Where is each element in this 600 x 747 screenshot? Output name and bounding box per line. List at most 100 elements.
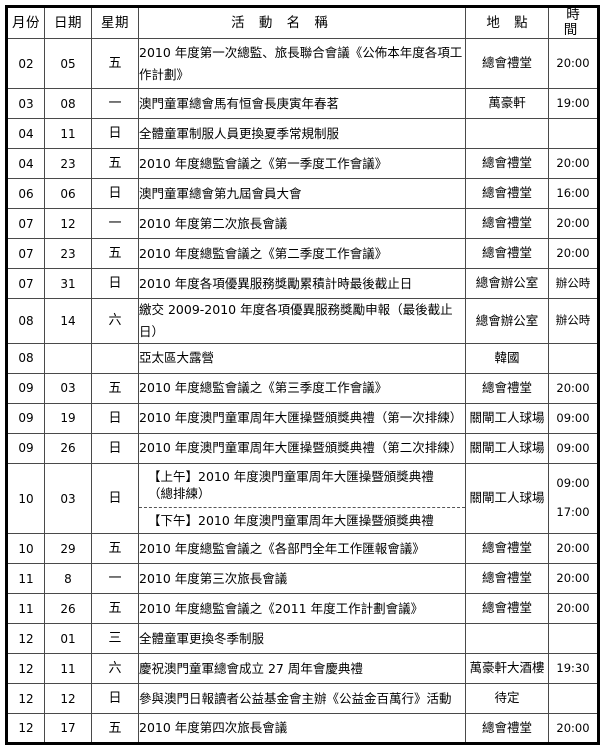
cell-date: 12 xyxy=(44,683,92,715)
cell-time: 09:00 17:00 xyxy=(548,462,599,535)
cell-time: 20:00 xyxy=(548,208,599,239)
cell-date xyxy=(44,342,92,374)
cell-date: 12 xyxy=(44,208,92,239)
activity-split-wrapper: 【上午】2010 年度澳門童軍周年大匯操暨頒獎典禮（總排練） 【下午】2010 年… xyxy=(139,464,465,534)
cell-month: 10 xyxy=(6,462,45,535)
cell-month: 09 xyxy=(6,372,45,404)
cell-location: 關閘工人球場 xyxy=(465,432,549,464)
table-row: 12 01 三全體童軍更換冬季制服 xyxy=(6,623,599,655)
column-header-date: 日期 xyxy=(44,6,92,39)
header-row: 月份 日期 星期 活 動 名 稱 地 點 時 間 xyxy=(6,6,599,39)
table-row: 10 29 五 2010 年度總監會議之《各部門全年工作匯報會議》 總會禮堂 20:00 xyxy=(6,533,599,565)
cell-date: 23 xyxy=(44,148,92,179)
cell-weekday: 日 xyxy=(91,462,139,535)
cell-month: 04 xyxy=(6,148,45,179)
table-row: 07 23 五 2010 年度總監會議之《第二季度工作會議》 總會禮堂 20:00 xyxy=(6,238,599,269)
cell-location: 總會禮堂 xyxy=(465,563,549,595)
cell-activity-name: 繳交 2009-2010 年度各項優異服務獎勵申報（最後截止日） xyxy=(138,298,466,344)
cell-weekday: 一 xyxy=(91,88,139,119)
cell-time: 20:00 xyxy=(548,563,599,595)
cell-activity-name: 全體童軍制服人員更換夏季常規制服 xyxy=(138,118,466,149)
cell-weekday: 六 xyxy=(91,653,139,685)
cell-time: 20:00 xyxy=(548,593,599,625)
cell-location: 韓國 xyxy=(465,342,549,374)
cell-weekday: 日 xyxy=(91,118,139,149)
cell-date: 06 xyxy=(44,178,92,209)
table-row: 09 03 五 2010 年度總監會議之《第三季度工作會議》 總會禮堂 20:00 xyxy=(6,372,599,404)
cell-month: 03 xyxy=(6,88,45,119)
cell-month: 09 xyxy=(6,402,45,434)
cell-location xyxy=(465,623,549,655)
cell-activity-name: 2010 年度澳門童軍周年大匯操暨頒獎典禮（第二次排練） xyxy=(138,432,466,464)
cell-activity-name: 2010 年度總監會議之《第三季度工作會議》 xyxy=(138,372,466,404)
cell-month: 12 xyxy=(6,713,45,745)
cell-date: 29 xyxy=(44,533,92,565)
cell-activity-name: 2010 年度第二次旅長會議 xyxy=(138,208,466,239)
cell-month: 12 xyxy=(6,683,45,715)
cell-date: 26 xyxy=(44,593,92,625)
cell-date: 01 xyxy=(44,623,92,655)
table-row: 08 14 六繳交 2009-2010 年度各項優異服務獎勵申報（最後截止日） 總會辦… xyxy=(6,298,599,344)
table-row: 04 11 日全體童軍制服人員更換夏季常規制服 xyxy=(6,118,599,149)
cell-time: 19:30 xyxy=(548,653,599,685)
table-row: 04 23 五 2010 年度總監會議之《第一季度工作會議》 總會禮堂 20:00 xyxy=(6,148,599,179)
cell-location: 總會禮堂 xyxy=(465,713,549,745)
cell-activity-name: 澳門童軍總會馬有恒會長庚寅年春茗 xyxy=(138,88,466,119)
table-row: 12 11 六慶祝澳門童軍總會成立 27 周年會慶典禮 萬豪軒大酒樓 19:30 xyxy=(6,653,599,685)
cell-month: 11 xyxy=(6,593,45,625)
cell-month: 07 xyxy=(6,208,45,239)
table-row: 07 12 一 2010 年度第二次旅長會議 總會禮堂 20:00 xyxy=(6,208,599,239)
cell-activity-name: 【上午】2010 年度澳門童軍周年大匯操暨頒獎典禮（總排練） 【下午】2010 年… xyxy=(138,462,466,535)
cell-time xyxy=(548,118,599,149)
table-row: 12 17 五 2010 年度第四次旅長會議 總會禮堂 20:00 xyxy=(6,713,599,745)
cell-date: 03 xyxy=(44,372,92,404)
cell-month: 12 xyxy=(6,623,45,655)
column-header-activity-name: 活 動 名 稱 xyxy=(138,6,466,39)
column-header-weekday: 星期 xyxy=(91,6,139,39)
table-body: 02 05 五 2010 年度第一次總監、旅長聯合會議《公佈本年度各項工作計劃》 總會禮… xyxy=(6,38,599,745)
cell-weekday: 一 xyxy=(91,208,139,239)
table-row: 12 12 日參與澳門日報讀者公益基金會主辦《公益金百萬行》活動 待定 xyxy=(6,683,599,715)
table-row: 02 05 五 2010 年度第一次總監、旅長聯合會議《公佈本年度各項工作計劃》 總會禮… xyxy=(6,38,599,89)
cell-weekday: 五 xyxy=(91,38,139,89)
cell-activity-name: 2010 年度第四次旅長會議 xyxy=(138,713,466,745)
cell-location: 總會禮堂 xyxy=(465,148,549,179)
cell-month: 07 xyxy=(6,268,45,299)
column-header-location: 地 點 xyxy=(465,6,549,39)
cell-weekday: 五 xyxy=(91,148,139,179)
table-row: 09 19 日 2010 年度澳門童軍周年大匯操暨頒獎典禮（第一次排練） 關閘工人球場 0… xyxy=(6,402,599,434)
cell-weekday: 日 xyxy=(91,432,139,464)
cell-location: 總會禮堂 xyxy=(465,593,549,625)
table-row: 11 8 一 2010 年度第三次旅長會議 總會禮堂 20:00 xyxy=(6,563,599,595)
cell-location: 總會辦公室 xyxy=(465,268,549,299)
activity-line: 【下午】2010 年度澳門童軍周年大匯操暨頒獎典禮 xyxy=(148,512,434,528)
cell-time: 20:00 xyxy=(548,38,599,89)
time-stack: 09:00 17:00 xyxy=(549,470,597,528)
cell-time: 19:00 xyxy=(548,88,599,119)
time-line: 17:00 xyxy=(556,505,590,520)
cell-time xyxy=(548,623,599,655)
cell-date: 11 xyxy=(44,118,92,149)
cell-weekday: 日 xyxy=(91,178,139,209)
column-header-time: 時 間 xyxy=(548,6,599,39)
cell-time xyxy=(548,683,599,715)
table-row: 07 31 日 2010 年度各項優異服務獎勵累積計時最後截止日 總會辦公室 辦公時 xyxy=(6,268,599,299)
cell-date: 26 xyxy=(44,432,92,464)
cell-location: 萬豪軒 xyxy=(465,88,549,119)
table-row: 08 亞太區大露營 韓國 xyxy=(6,342,599,374)
cell-location: 萬豪軒大酒樓 xyxy=(465,653,549,685)
cell-location: 總會禮堂 xyxy=(465,238,549,269)
cell-activity-name: 慶祝澳門童軍總會成立 27 周年會慶典禮 xyxy=(138,653,466,685)
cell-date: 11 xyxy=(44,653,92,685)
table-row: 11 26 五 2010 年度總監會議之《2011 年度工作計劃會議》 總會禮堂 20:0… xyxy=(6,593,599,625)
cell-location: 總會禮堂 xyxy=(465,533,549,565)
cell-activity-name: 澳門童軍總會第九屆會員大會 xyxy=(138,178,466,209)
cell-time: 20:00 xyxy=(548,238,599,269)
cell-weekday: 五 xyxy=(91,533,139,565)
cell-activity-name: 2010 年度總監會議之《各部門全年工作匯報會議》 xyxy=(138,533,466,565)
cell-activity-name: 2010 年度第三次旅長會議 xyxy=(138,563,466,595)
cell-time: 辦公時 xyxy=(548,298,599,344)
cell-location: 總會禮堂 xyxy=(465,208,549,239)
cell-activity-name: 參與澳門日報讀者公益基金會主辦《公益金百萬行》活動 xyxy=(138,683,466,715)
cell-weekday: 日 xyxy=(91,268,139,299)
